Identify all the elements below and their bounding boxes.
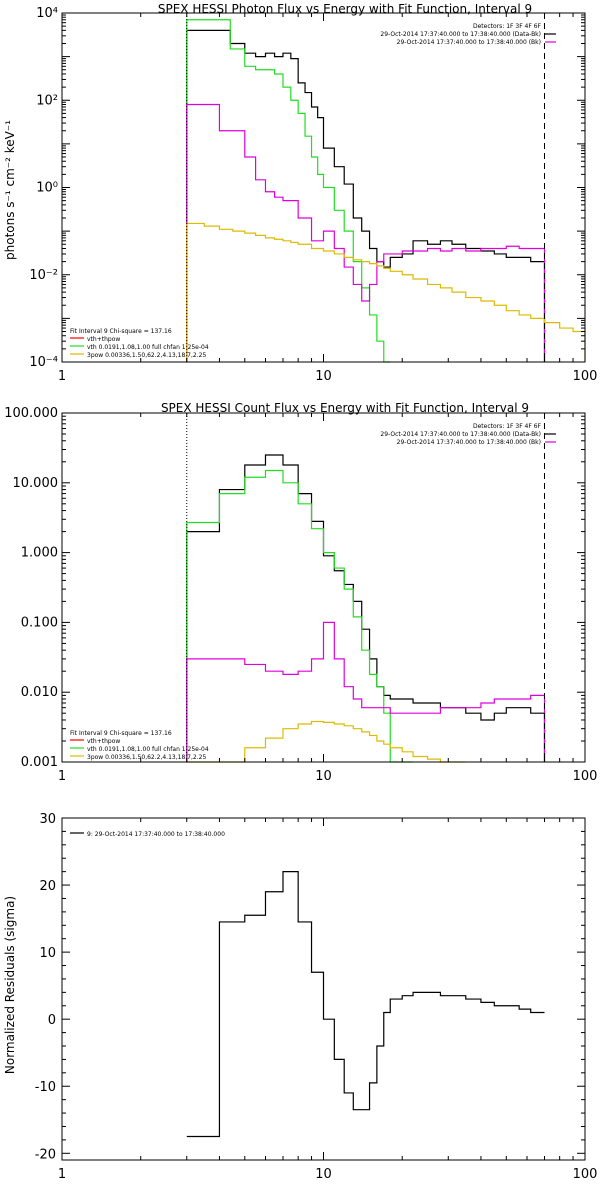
photon-legend-3pow: 3pow 0.00336,1.50,62.2,4.13,18.7,2.25: [87, 352, 206, 359]
residuals-ylabel: Normalized Residuals (sigma): [3, 896, 17, 1074]
x-tick-label: 10: [315, 369, 332, 384]
photon-bk-interval-label: 29-Oct-2014 17:37:40.000 to 17:38:40.000…: [397, 39, 541, 46]
x-tick-label: 100: [573, 1167, 598, 1182]
y-tick-label: 0.010: [21, 685, 58, 700]
y-tick-label: 10⁴: [36, 6, 58, 21]
y-tick-label: 10²: [36, 93, 58, 108]
x-tick-label: 10: [315, 1167, 332, 1182]
count-data-interval-label: 29-Oct-2014 17:37:40.000 to 17:38:40.000…: [380, 431, 541, 438]
count-legend-3pow: 3pow 0.00336,1.50,62.2,4.13,18.7,2.25: [87, 754, 206, 761]
y-tick-label: 10.000: [13, 476, 59, 491]
photon-flux-panel: SPEX HESSI Photon Flux vs Energy with Fi…: [3, 2, 597, 384]
y-tick-label: 0: [48, 1013, 56, 1028]
y-tick-label: 100.000: [4, 406, 58, 421]
photon-legend-vth-thpow: vth+thpow: [87, 336, 120, 343]
count-legend-vth-thpow: vth+thpow: [87, 738, 120, 745]
series-yellow-line: [186, 222, 586, 362]
photon-detectors-label: Detectors: 1F 3F 4F 6F: [473, 23, 542, 30]
series-black-line: [186, 29, 546, 362]
count-bk-interval-label: 29-Oct-2014 17:37:40.000 to 17:38:40.000…: [397, 439, 541, 446]
y-tick-label: -20: [35, 1147, 56, 1162]
y-tick-label: 30: [39, 812, 56, 827]
x-tick-label: 1: [58, 369, 66, 384]
y-tick-label: 1.000: [21, 546, 58, 561]
y-tick-label: -10: [35, 1080, 56, 1095]
count-flux-title: SPEX HESSI Count Flux vs Energy with Fit…: [161, 401, 529, 415]
photon-legend-vth: vth 0.0191,1.08,1.00 full chfan 1.25e-04: [87, 344, 209, 351]
y-tick-label: 10⁻²: [29, 268, 58, 283]
y-tick-label: 10⁻⁴: [29, 355, 58, 370]
count-legend-vth: vth 0.0191,1.08,1.00 full chfan 1.25e-04: [87, 746, 209, 753]
series-yellow-line: [186, 720, 466, 763]
y-tick-label: 0.001: [21, 755, 58, 770]
photon-flux-title: SPEX HESSI Photon Flux vs Energy with Fi…: [158, 2, 532, 16]
x-tick-label: 100: [573, 769, 598, 784]
photon-flux-ylabel: photons s⁻¹ cm⁻² keV⁻¹: [3, 120, 17, 260]
series-black-line: [186, 871, 545, 1138]
residuals-panel: Normalized Residuals (sigma) 9: 29-Oct-2…: [3, 812, 597, 1182]
count-detectors-label: Detectors: 1F 3F 4F 6F: [473, 423, 542, 430]
x-tick-label: 100: [573, 369, 598, 384]
x-tick-label: 10: [315, 769, 332, 784]
count-fit-legend-title: Fit Interval 9 Chi-square = 137.16: [70, 730, 172, 737]
photon-fit-legend-title: Fit Interval 9 Chi-square = 137.16: [70, 328, 172, 335]
x-tick-label: 1: [58, 769, 66, 784]
y-tick-label: 10⁰: [36, 181, 58, 196]
residuals-legend: 9: 29-Oct-2014 17:37:40.000 to 17:38:40.…: [87, 831, 225, 838]
y-tick-label: 0.100: [21, 615, 58, 630]
series-magenta-line: [186, 103, 546, 362]
series-green-line: [186, 19, 391, 363]
photon-data-interval-label: 29-Oct-2014 17:37:40.000 to 17:38:40.000…: [380, 31, 541, 38]
series-green-line: [186, 469, 414, 763]
series-magenta-line: [186, 621, 546, 762]
x-tick-label: 1: [58, 1167, 66, 1182]
y-tick-label: 20: [39, 879, 56, 894]
series-black-line: [186, 454, 546, 762]
count-flux-panel: SPEX HESSI Count Flux vs Energy with Fit…: [4, 401, 597, 784]
y-tick-label: 10: [39, 946, 56, 961]
